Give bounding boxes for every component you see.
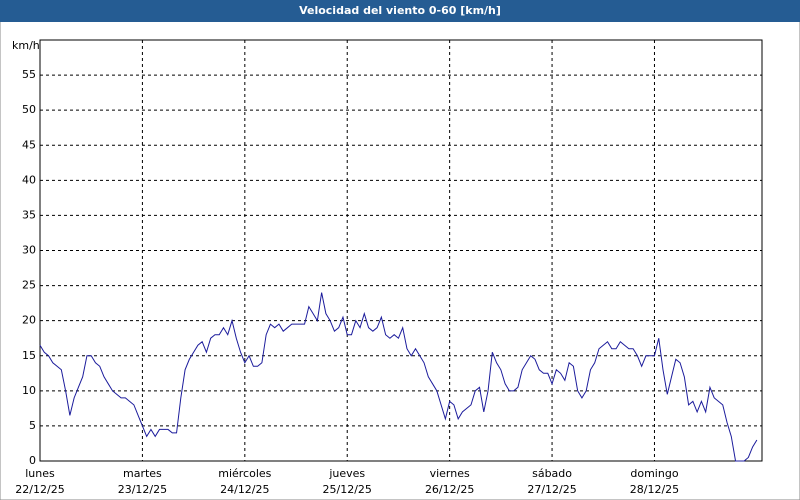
y-tick-label: 15 (22, 349, 36, 362)
y-tick-label: 50 (22, 103, 36, 116)
x-tick-label: miércoles (218, 467, 271, 480)
x-tick-label: lunes (25, 467, 55, 480)
x-tick-date: 26/12/25 (425, 483, 474, 496)
x-tick-date: 25/12/25 (323, 483, 372, 496)
y-tick-label: 20 (22, 314, 36, 327)
x-tick-date: 27/12/25 (527, 483, 576, 496)
y-tick-label: 10 (22, 384, 36, 397)
title-bar (0, 0, 800, 22)
chart-title: Velocidad del viento 0-60 [km/h] (299, 4, 501, 17)
wind-line (39, 292, 758, 462)
x-tick-label: sábado (532, 467, 572, 480)
x-tick-date: 22/12/25 (15, 483, 64, 496)
y-tick-label: 35 (22, 208, 36, 221)
y-tick-label: 45 (22, 138, 36, 151)
x-tick-label: martes (123, 467, 162, 480)
y-tick-label: 0 (29, 454, 36, 467)
x-tick-label: domingo (630, 467, 678, 480)
y-tick-label: 5 (29, 419, 36, 432)
x-tick-date: 28/12/25 (630, 483, 679, 496)
x-tick-label: jueves (328, 467, 365, 480)
y-tick-label: 55 (22, 68, 36, 81)
x-tick-label: viernes (430, 467, 470, 480)
y-tick-label: 25 (22, 279, 36, 292)
y-tick-label: 30 (22, 244, 36, 257)
y-axis-label: km/h (12, 39, 40, 52)
y-tick-label: 40 (22, 173, 36, 186)
x-tick-date: 23/12/25 (118, 483, 167, 496)
x-tick-date: 24/12/25 (220, 483, 269, 496)
